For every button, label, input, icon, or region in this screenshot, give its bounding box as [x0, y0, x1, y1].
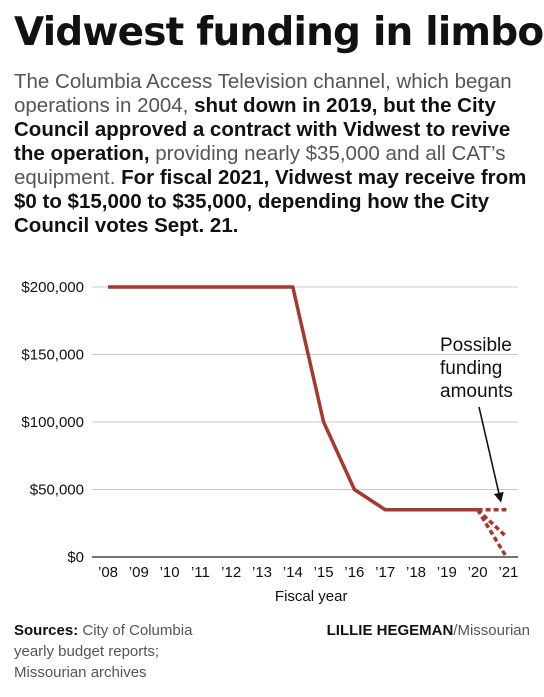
- intro-bold-1: shut down in 2019, but the City Council …: [14, 94, 511, 165]
- annotation-text: funding: [440, 358, 502, 379]
- credit-name: LILLIE HEGEMAN: [326, 622, 454, 639]
- x-axis-title: Fiscal year: [275, 588, 348, 605]
- credit-org: /Missourian: [453, 622, 530, 639]
- funding-line-chart: $200,000 $150,000 $100,000 $50,000 $0 ’08 ’09…: [21, 279, 518, 605]
- projection-line: [476, 508, 508, 558]
- x-axis-ticks: ’08 ’09 ’10 ’11 ’12 ’13 ’14 ’15 ’16 ’17 ’18 ’19 ’20 ’…: [98, 564, 518, 581]
- y-tick-label: $200,000: [21, 279, 84, 296]
- x-tick-label: ’15: [314, 564, 334, 581]
- intro-paragraph: The Columbia Access Television channel, …: [14, 70, 534, 238]
- x-tick-label: ’19: [437, 564, 457, 581]
- projection-line: [476, 508, 508, 539]
- intro-text-2: providing nearly $35,000 and all CAT’s e…: [14, 142, 506, 189]
- x-tick-label: ’14: [283, 564, 303, 581]
- x-tick-label: ’16: [344, 564, 364, 581]
- sources: Sources: City of Columbia yearly budget …: [14, 620, 224, 683]
- series-line: [108, 285, 478, 512]
- sources-text: City of Columbia yearly budget reports; …: [14, 622, 193, 681]
- annotation-arrow: [478, 406, 504, 503]
- y-axis-ticks: $200,000 $150,000 $100,000 $50,000 $0: [21, 279, 84, 566]
- x-tick-label: ’18: [406, 564, 426, 581]
- x-tick-label: ’10: [160, 564, 180, 581]
- y-tick-label: $50,000: [30, 482, 84, 499]
- gridlines: [92, 286, 518, 558]
- credit: LILLIE HEGEMAN/Missourian: [327, 620, 530, 641]
- y-tick-label: $0: [67, 549, 84, 566]
- x-tick-label: ’17: [375, 564, 395, 581]
- intro-bold-2: For fiscal 2021, Vidwest may receive fro…: [14, 166, 527, 237]
- y-tick-label: $100,000: [21, 414, 84, 431]
- y-tick-label: $150,000: [21, 347, 84, 364]
- intro-text-1: The Columbia Access Television channel, …: [14, 70, 512, 117]
- annotation-text: amounts: [440, 381, 513, 402]
- x-tick-label: ’13: [252, 564, 272, 581]
- sources-label: Sources:: [14, 622, 79, 639]
- x-tick-label: ’21: [498, 564, 518, 581]
- headline: Vidwest funding in limbo: [14, 10, 544, 55]
- x-tick-label: ’11: [191, 564, 210, 581]
- x-tick-label: ’09: [129, 564, 149, 581]
- x-tick-label: ’08: [98, 564, 118, 581]
- series-lines: [108, 285, 508, 558]
- x-tick-label: ’12: [221, 564, 241, 581]
- x-tick-label: ’20: [468, 564, 488, 581]
- annotation-text: Possible: [440, 335, 512, 356]
